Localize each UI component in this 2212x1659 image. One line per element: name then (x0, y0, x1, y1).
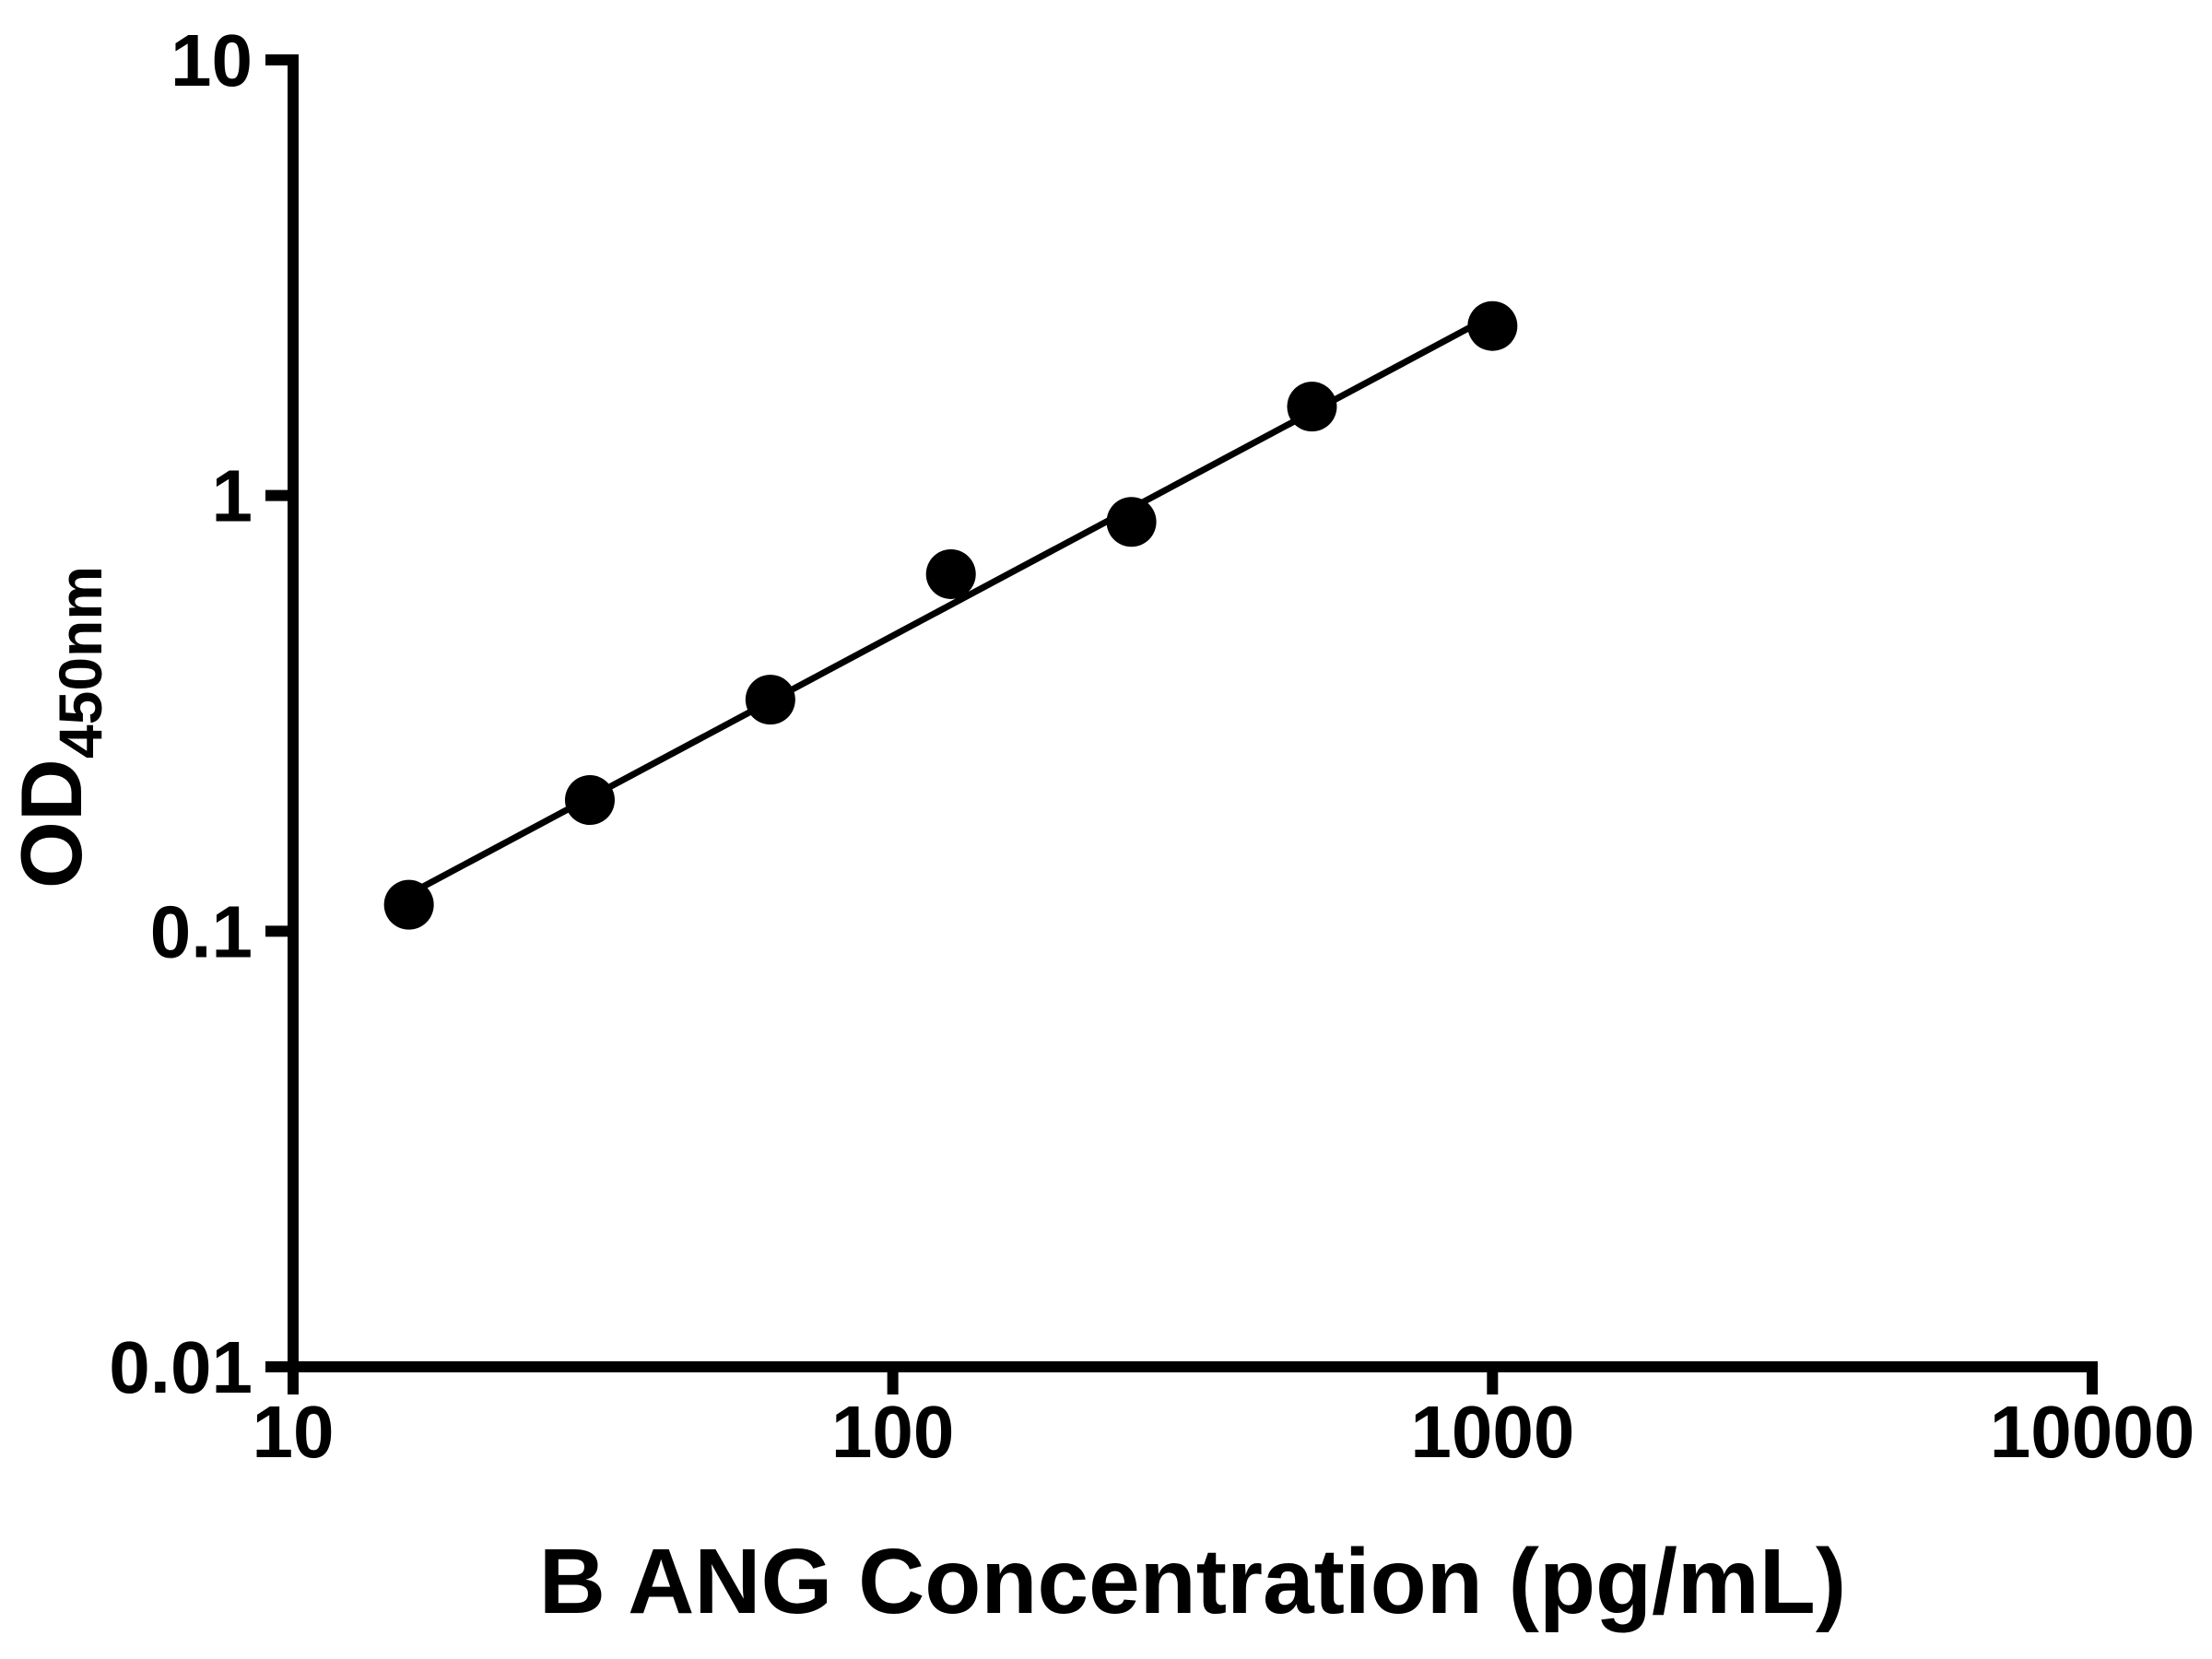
data-point (925, 548, 976, 599)
axes (288, 54, 2098, 1372)
y-tick-label: 0.1 (150, 890, 253, 972)
axis-ticks (265, 54, 2098, 1394)
y-axis-label: OD450nm (3, 566, 114, 888)
data-point (383, 879, 434, 930)
data-point (745, 675, 795, 725)
y-axis-label-base: OD (3, 759, 100, 888)
y-tick-label: 0.01 (109, 1326, 253, 1408)
x-tick-label: 10 (253, 1391, 335, 1473)
x-tick-label: 10000 (1990, 1391, 2194, 1473)
y-tick-label: 10 (171, 19, 253, 101)
data-point (564, 775, 615, 826)
data-point (1467, 300, 1518, 351)
data-point (1106, 497, 1157, 547)
y-axis-label-subscript: 450nm (46, 566, 114, 759)
data-point (1287, 382, 1337, 432)
axis-tick-labels: 10 100 1000 10000 0.01 0.1 1 10 (109, 19, 2194, 1473)
data-series (383, 300, 1518, 930)
x-tick-label: 100 (831, 1391, 954, 1473)
x-tick-label: 1000 (1410, 1391, 1574, 1473)
y-tick-label: 1 (212, 455, 253, 537)
axis-lines (288, 54, 2098, 1372)
x-axis-label: B ANG Concentration (pg/mL) (539, 1530, 1846, 1633)
